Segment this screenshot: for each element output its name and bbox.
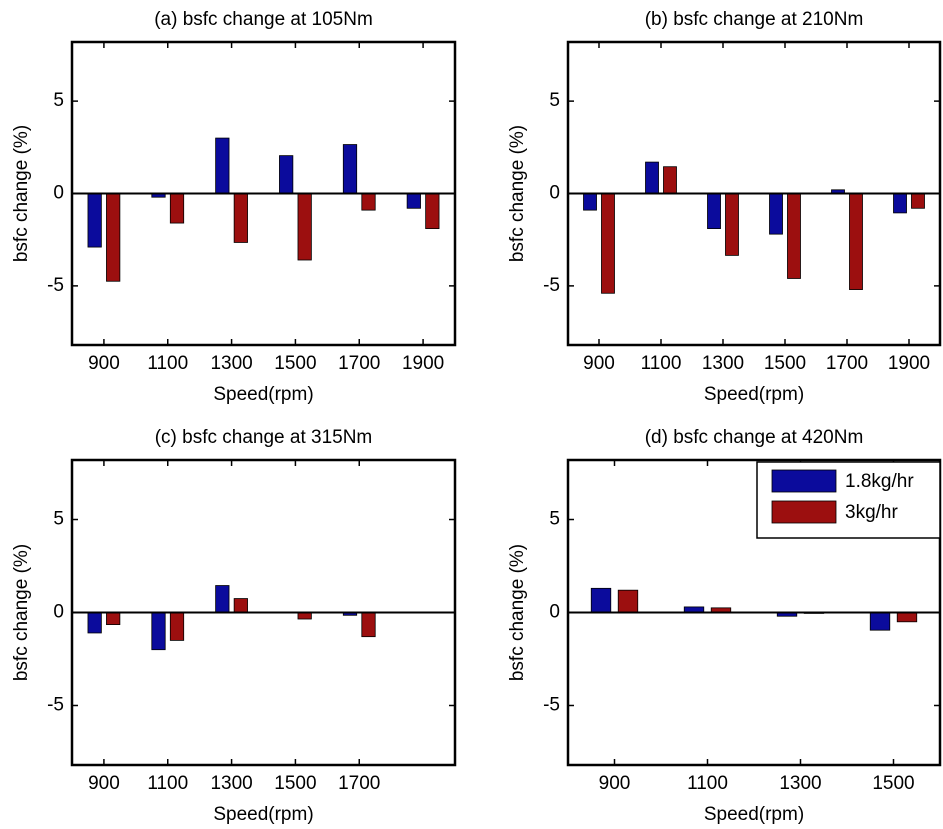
x-tick-label: 900 [88, 353, 120, 374]
subplot: -5 0 5 900 1100 1300 1500 1700 1900 (b) bsfc chan… [507, 9, 942, 405]
y-tick-label: 5 [53, 509, 64, 530]
bar [169, 193, 185, 224]
y-tick-label: 0 [549, 183, 560, 204]
bar [406, 193, 421, 209]
y-tick-label: -5 [47, 695, 64, 716]
subplot: -5 0 5 900 1100 1300 1500 1700 (c) bsfc change a… [11, 427, 457, 825]
legend-label: 3kg/hr [845, 502, 898, 523]
x-tick-label: 1700 [338, 353, 380, 374]
bar [215, 137, 230, 194]
bar [583, 193, 597, 211]
x-tick-label: 1500 [764, 353, 806, 374]
x-tick-label: 1500 [274, 353, 316, 374]
x-tick-label: 1300 [210, 353, 252, 374]
bar [215, 585, 230, 613]
bar [425, 193, 440, 230]
bar [279, 155, 294, 194]
bar [297, 193, 312, 261]
bar [342, 144, 358, 194]
x-axis-label: Speed(rpm) [213, 804, 313, 825]
x-tick-label: 900 [88, 773, 120, 794]
x-tick-label: 1500 [872, 773, 914, 794]
bar [169, 612, 185, 641]
x-tick-label: 1300 [702, 353, 744, 374]
bar [769, 193, 783, 235]
x-axis-label: Speed(rpm) [213, 384, 313, 405]
bar [725, 193, 739, 256]
axes-frame [70, 40, 457, 347]
x-tick-label: 1300 [779, 773, 821, 794]
legend-swatch [771, 500, 837, 524]
y-tick-label: 5 [549, 90, 560, 111]
bar [896, 612, 918, 623]
bar [617, 589, 639, 613]
y-tick-label: 5 [549, 509, 560, 530]
subplot: -5 0 5 900 1100 1300 1500 1700 1900 (a) bsfc chan… [11, 9, 457, 405]
y-axis-label: bsfc change (%) [11, 544, 32, 681]
y-tick-label: 0 [53, 602, 64, 623]
bar [87, 193, 102, 248]
chart-title: (d) bsfc change at 420Nm [645, 427, 864, 448]
y-tick-label: -5 [47, 275, 64, 296]
bar [663, 166, 677, 194]
x-tick-label: 1100 [147, 773, 188, 794]
legend-swatch [771, 469, 837, 493]
bar [911, 193, 925, 209]
x-tick-label: 1900 [402, 353, 444, 374]
bar [849, 193, 863, 290]
chart-title: (c) bsfc change at 315Nm [155, 427, 373, 448]
x-tick-label: 1700 [826, 353, 868, 374]
bar [233, 598, 248, 613]
axes-frame [566, 458, 942, 767]
x-tick-label: 1100 [687, 773, 728, 794]
x-tick-label: 1900 [888, 353, 930, 374]
bar [151, 612, 166, 651]
x-axis-label: Speed(rpm) [704, 804, 804, 825]
x-tick-label: 1300 [210, 773, 252, 794]
bar [787, 193, 801, 279]
bar [106, 193, 121, 282]
legend: 1.8kg/hr 3kg/hr [756, 461, 941, 539]
x-tick-label: 900 [583, 353, 615, 374]
y-tick-label: 0 [549, 602, 560, 623]
subplot: -5 0 5 900 1100 1300 1500 (d) bsfc change at 42… [507, 427, 942, 825]
bar [106, 612, 121, 625]
y-tick-label: 0 [53, 183, 64, 204]
chart-title: (b) bsfc change at 210Nm [645, 9, 864, 30]
x-tick-label: 1700 [338, 773, 380, 794]
axes-frame [566, 40, 942, 347]
bar [893, 193, 907, 214]
y-tick-label: -5 [543, 695, 560, 716]
x-tick-label: 1500 [274, 773, 316, 794]
chart-title: (a) bsfc change at 105Nm [154, 9, 373, 30]
y-axis-label: bsfc change (%) [507, 125, 528, 262]
bar [87, 612, 102, 634]
x-axis-label: Speed(rpm) [704, 384, 804, 405]
legend-label: 1.8kg/hr [845, 471, 914, 492]
bar [233, 193, 248, 243]
axes-frame [70, 458, 457, 767]
y-axis-label: bsfc change (%) [11, 125, 32, 262]
y-tick-label: -5 [543, 275, 560, 296]
bar [590, 587, 612, 613]
bar [601, 193, 615, 294]
x-tick-label: 1100 [641, 353, 682, 374]
x-tick-label: 1100 [147, 353, 188, 374]
y-axis-label: bsfc change (%) [507, 544, 528, 681]
bar [869, 612, 891, 631]
y-tick-label: 5 [53, 90, 64, 111]
x-tick-label: 900 [599, 773, 631, 794]
bar [361, 612, 376, 638]
bar [645, 161, 659, 194]
bar [707, 193, 721, 230]
bar [361, 193, 376, 211]
